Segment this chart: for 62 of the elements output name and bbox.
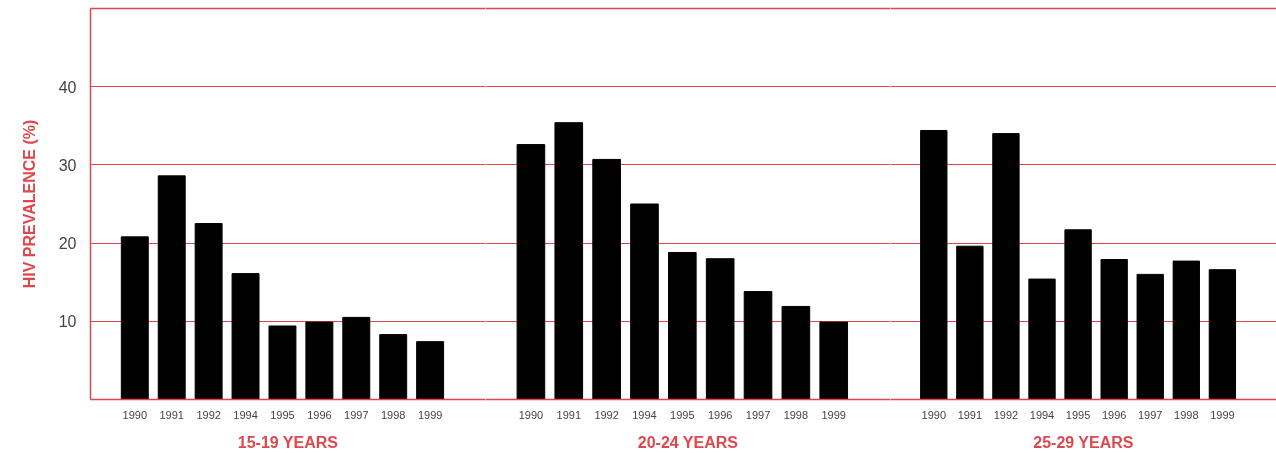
x-tick-label: 1992 xyxy=(993,408,1019,421)
x-tick-label: 1997 xyxy=(344,408,369,421)
bar xyxy=(231,273,260,400)
x-tick-label: 1996 xyxy=(1101,408,1127,421)
bar xyxy=(305,321,334,400)
x-axis-title: 25-29 YEARS xyxy=(1033,433,1134,451)
x-tick-label: 1990 xyxy=(921,408,947,421)
x-tick-label: 1995 xyxy=(670,408,695,421)
bar xyxy=(630,203,659,400)
x-tick-label: 1990 xyxy=(122,408,148,421)
bar xyxy=(668,251,697,400)
bar xyxy=(992,133,1020,400)
x-tick-label: 1997 xyxy=(1138,408,1163,421)
x-tick-label: 1997 xyxy=(745,408,771,421)
x-axis-title: 20-24 YEARS xyxy=(637,433,739,451)
bar xyxy=(268,325,297,400)
bar xyxy=(379,334,408,400)
x-tick-label: 1994 xyxy=(632,408,657,421)
x-tick-label: 1991 xyxy=(159,408,184,421)
bar xyxy=(819,321,849,400)
y-tick-label: 40 xyxy=(58,78,77,96)
bar xyxy=(342,316,371,400)
y-tick-label: 30 xyxy=(58,156,77,174)
x-tick-label: 1995 xyxy=(1065,408,1091,421)
bar xyxy=(1208,269,1237,400)
bar xyxy=(1028,278,1056,400)
bar xyxy=(194,223,223,400)
x-tick-label: 1994 xyxy=(1029,408,1055,421)
x-tick-label: 1999 xyxy=(1210,408,1235,421)
x-tick-label: 1999 xyxy=(417,408,443,421)
bar xyxy=(920,129,948,400)
x-tick-label: 1994 xyxy=(233,408,258,421)
x-tick-label: 1991 xyxy=(556,408,582,421)
x-tick-label: 1998 xyxy=(783,408,809,421)
bar xyxy=(120,236,149,400)
bar xyxy=(554,122,584,400)
x-tick-label: 1996 xyxy=(307,408,332,421)
x-axis-title: 15-19 YEARS xyxy=(237,433,339,451)
x-tick-label: 1996 xyxy=(707,408,733,421)
bar xyxy=(781,305,811,400)
x-tick-label: 1992 xyxy=(594,408,619,421)
bar xyxy=(956,245,984,400)
x-tick-label: 1995 xyxy=(270,408,295,421)
bar xyxy=(516,144,546,400)
bar xyxy=(1100,259,1128,400)
bar xyxy=(743,291,773,400)
bar xyxy=(592,158,621,400)
x-tick-label: 1998 xyxy=(380,408,406,421)
x-tick-label: 1991 xyxy=(957,408,983,421)
x-tick-label: 1999 xyxy=(821,408,846,421)
y-tick-label: 20 xyxy=(58,235,77,253)
y-tick-label: 10 xyxy=(58,313,77,331)
x-tick-label: 1998 xyxy=(1174,408,1199,421)
bar xyxy=(157,175,186,400)
y-axis-title: HIV PREVALENCE (%) xyxy=(20,119,38,289)
bar xyxy=(416,341,445,400)
bar xyxy=(1064,229,1092,400)
bar xyxy=(705,258,735,400)
bar xyxy=(1172,260,1200,400)
x-tick-label: 1990 xyxy=(518,408,544,421)
bar xyxy=(1136,273,1164,400)
x-tick-label: 1992 xyxy=(196,408,221,421)
